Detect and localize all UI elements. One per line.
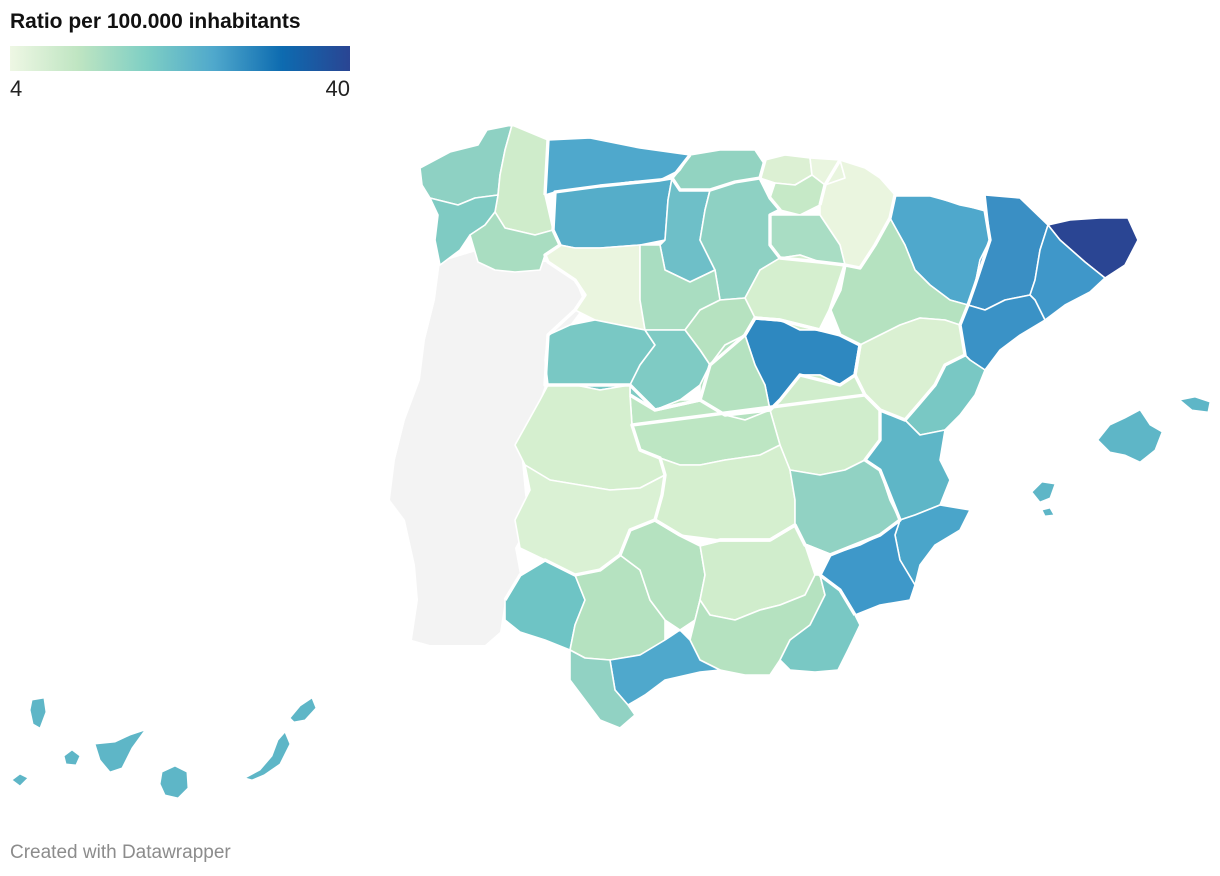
province-barcelona[interactable]	[1029, 224, 1106, 321]
island-menorca[interactable]	[1178, 396, 1211, 413]
island-ibiza[interactable]	[1031, 481, 1056, 503]
legend-title: Ratio per 100.000 inhabitants	[10, 10, 301, 33]
community-border-north	[543, 139, 842, 206]
island-fuerteventura[interactable]	[243, 731, 291, 781]
island-lanzarote[interactable]	[289, 697, 317, 723]
legend-min-label: 4	[10, 76, 23, 101]
island-formentera[interactable]	[1041, 507, 1055, 517]
legend-gradient-bar	[10, 46, 350, 71]
portugal-region	[390, 250, 585, 645]
island-el-hierro[interactable]	[11, 773, 29, 787]
community-border-andalusia	[503, 518, 857, 616]
legend-max-label: 40	[325, 76, 350, 101]
island-tenerife[interactable]	[94, 729, 147, 773]
province-tarragona[interactable]	[959, 294, 1046, 371]
datawrapper-credit[interactable]: Created with Datawrapper	[10, 842, 231, 863]
island-gran-canaria[interactable]	[159, 765, 189, 799]
island-la-palma[interactable]	[29, 697, 47, 729]
island-la-gomera[interactable]	[63, 749, 81, 766]
community-border-aragon	[828, 193, 992, 422]
province-cadiz[interactable]	[569, 649, 636, 729]
island-mallorca[interactable]	[1097, 409, 1163, 463]
